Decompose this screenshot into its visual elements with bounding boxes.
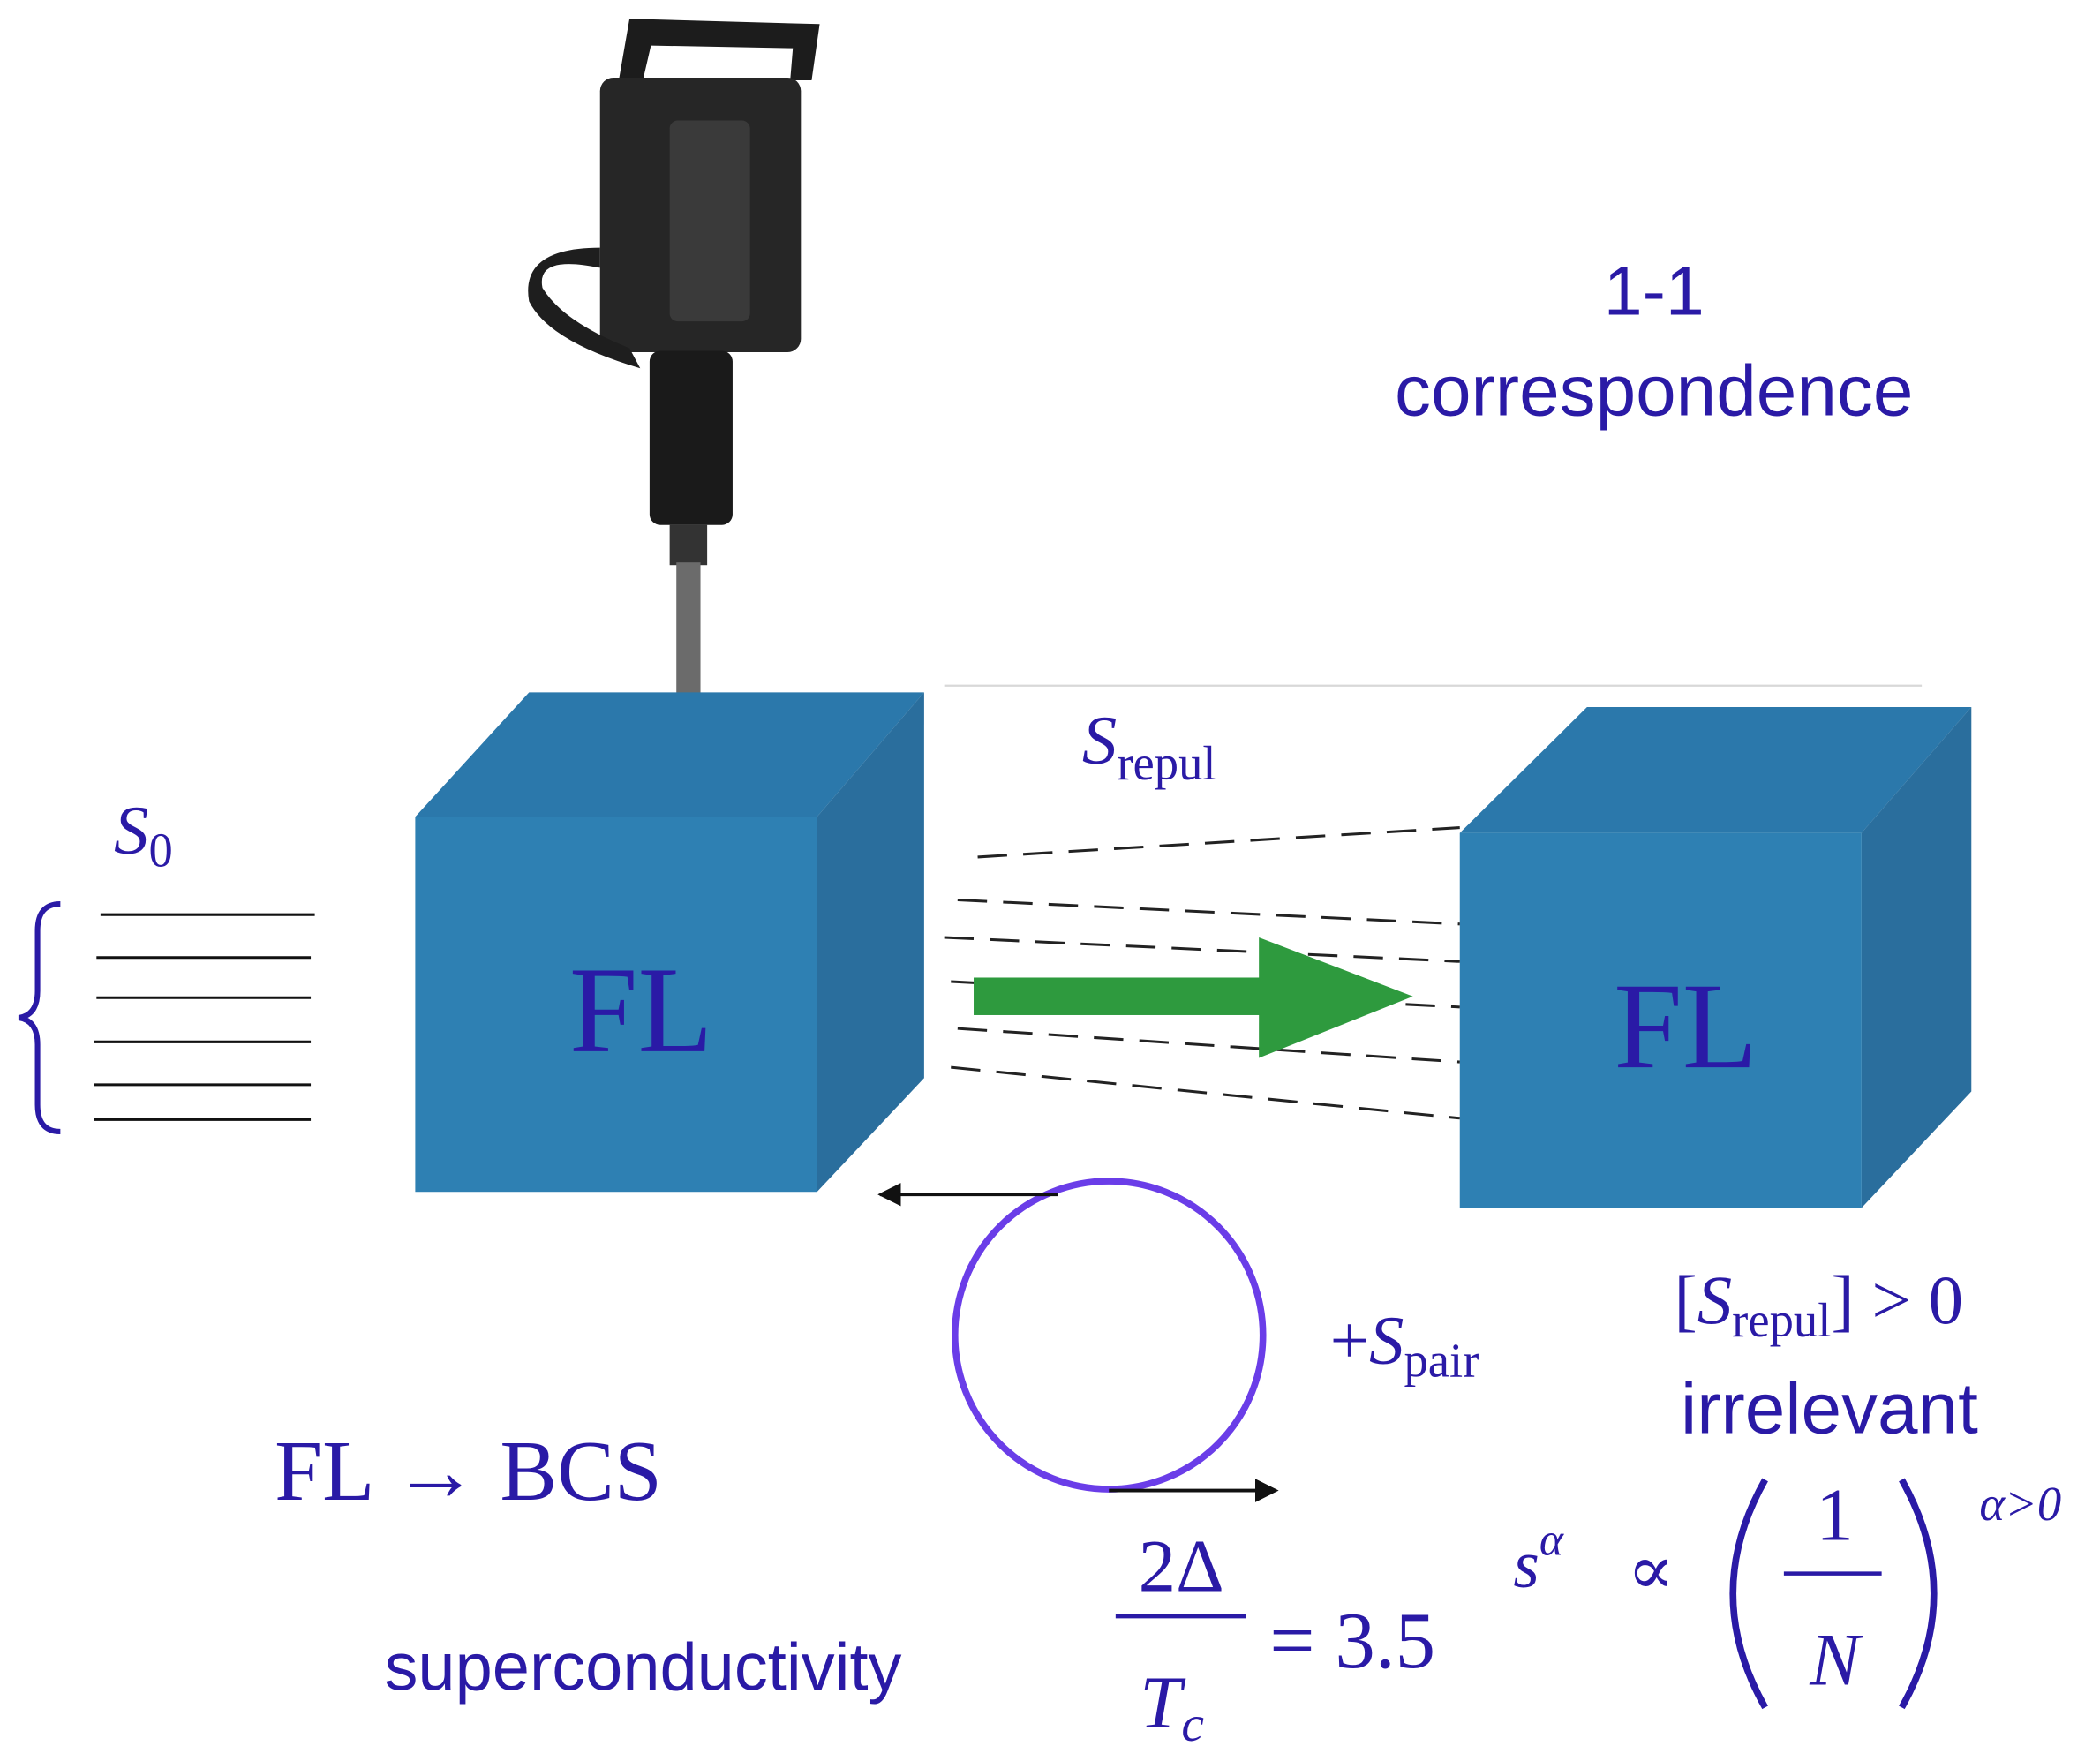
rhs: = 3.5 bbox=[1269, 1596, 1435, 1685]
scaling: sα ∝ 1 N α>0 bbox=[1513, 1474, 2061, 1710]
inequality: ] > 0 bbox=[1831, 1262, 1963, 1339]
relevance-word: irrelevant bbox=[1681, 1368, 1978, 1449]
symbol: S bbox=[114, 792, 148, 869]
annotation: 1-1 bbox=[1604, 252, 1705, 330]
pair-term: +Spair bbox=[1330, 1302, 1479, 1387]
jackhammer bbox=[528, 19, 820, 750]
prefix: + bbox=[1330, 1302, 1369, 1379]
denominator: Tc bbox=[1140, 1661, 1204, 1752]
cube bbox=[415, 692, 924, 1193]
exponent: α bbox=[1539, 1515, 1564, 1565]
subscript: repul bbox=[1117, 736, 1216, 790]
subscript: 0 bbox=[148, 824, 172, 877]
cube bbox=[1459, 707, 1972, 1208]
gap-ratio: 2Δ Tc = 3.5 bbox=[1115, 1524, 1435, 1752]
numerator: 1 bbox=[1816, 1474, 1853, 1557]
bracket: [ bbox=[1674, 1262, 1697, 1339]
subscript: pair bbox=[1404, 1334, 1479, 1388]
lhs: sα bbox=[1513, 1515, 1564, 1601]
subscript: c bbox=[1181, 1697, 1204, 1752]
relevance: [Srepul] > 0 bbox=[1674, 1262, 1963, 1347]
action-label: Srepul bbox=[1082, 703, 1216, 790]
flow-arrow bbox=[974, 937, 1413, 1058]
mapping-lines bbox=[944, 826, 1460, 1120]
numerator: 2Δ bbox=[1139, 1524, 1224, 1607]
level-lines bbox=[18, 901, 315, 1134]
cube-label: FL bbox=[1614, 959, 1758, 1095]
symbol: S bbox=[1697, 1262, 1732, 1339]
symbol: S bbox=[1082, 703, 1117, 779]
annotation: correspondence bbox=[1395, 350, 1913, 431]
symbol: T bbox=[1140, 1661, 1186, 1744]
subscript: repul bbox=[1732, 1293, 1831, 1347]
transition: FL → BCS bbox=[275, 1424, 662, 1519]
relation: ∝ bbox=[1627, 1532, 1674, 1609]
loop bbox=[951, 1178, 1267, 1493]
exponent: α>0 bbox=[1979, 1477, 2061, 1531]
symbol: s bbox=[1513, 1528, 1539, 1602]
caption: superconductivity bbox=[384, 1630, 901, 1705]
ground-label: S0 bbox=[114, 792, 173, 877]
cube-label: FL bbox=[569, 943, 713, 1079]
denominator: N bbox=[1809, 1619, 1863, 1702]
symbol: S bbox=[1369, 1302, 1404, 1379]
